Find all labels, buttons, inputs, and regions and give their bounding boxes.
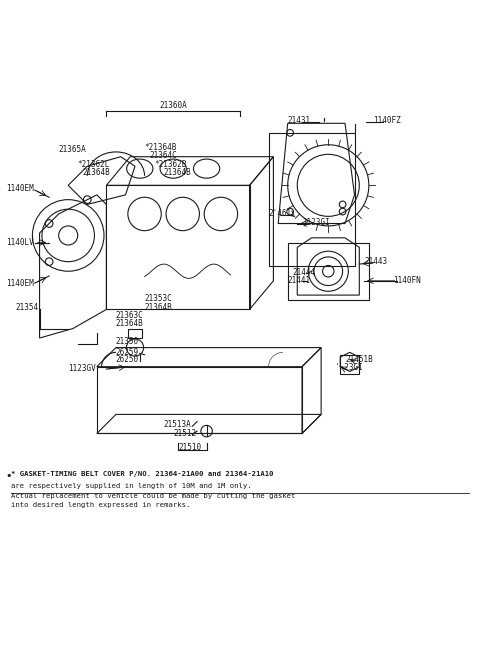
Text: 21360A: 21360A — [159, 101, 187, 110]
Text: * GASKET-TIMING BELT COVER P/NO. 21364-21A00 and 21364-21A10: * GASKET-TIMING BELT COVER P/NO. 21364-2… — [11, 472, 274, 478]
Text: 21353C: 21353C — [144, 294, 172, 303]
Text: Actual replacement to vehicle could be made by cutting the gasket: Actual replacement to vehicle could be m… — [11, 493, 295, 499]
Text: 21364B: 21364B — [164, 168, 192, 177]
Text: 21350: 21350 — [116, 337, 139, 346]
Text: 1123GI: 1123GI — [302, 217, 330, 227]
Text: 1140EM: 1140EM — [6, 184, 34, 193]
Text: 21443: 21443 — [364, 257, 387, 266]
Text: 21512: 21512 — [173, 428, 196, 438]
Text: 21364C: 21364C — [149, 150, 177, 160]
Text: 1140EM: 1140EM — [6, 279, 34, 288]
Text: 1123GV: 1123GV — [68, 363, 96, 373]
Text: 21363C: 21363C — [116, 311, 144, 320]
Text: 26250: 26250 — [116, 355, 139, 365]
Text: 1140FZ: 1140FZ — [373, 116, 401, 125]
Text: 21510: 21510 — [178, 443, 201, 452]
Text: 21444: 21444 — [292, 268, 316, 277]
Text: '·23GI: '·23GI — [336, 363, 363, 372]
Text: *21362L: *21362L — [78, 160, 110, 170]
Text: 21354: 21354 — [16, 304, 39, 313]
Text: 26259: 26259 — [116, 348, 139, 357]
Text: 21365A: 21365A — [59, 145, 86, 154]
Text: 21364B: 21364B — [144, 302, 172, 311]
Text: *21362B: *21362B — [154, 160, 186, 170]
Text: into desired length expressed in remarks.: into desired length expressed in remarks… — [11, 503, 190, 509]
Text: 21364B: 21364B — [83, 168, 110, 177]
Text: 1140LV: 1140LV — [6, 238, 34, 247]
Text: •: • — [5, 472, 12, 482]
Text: 21451B: 21451B — [345, 355, 373, 364]
Text: 21513A: 21513A — [164, 420, 192, 430]
Text: are respectively supplied in length of 10M and 1M only.: are respectively supplied in length of 1… — [11, 484, 252, 489]
Text: 2'461: 2'461 — [269, 210, 292, 219]
Text: *21364B: *21364B — [144, 143, 177, 152]
Text: 21431: 21431 — [288, 116, 311, 125]
Text: 1140FN: 1140FN — [393, 276, 420, 284]
Text: 21364B: 21364B — [116, 319, 144, 328]
Text: 21441: 21441 — [288, 276, 311, 284]
